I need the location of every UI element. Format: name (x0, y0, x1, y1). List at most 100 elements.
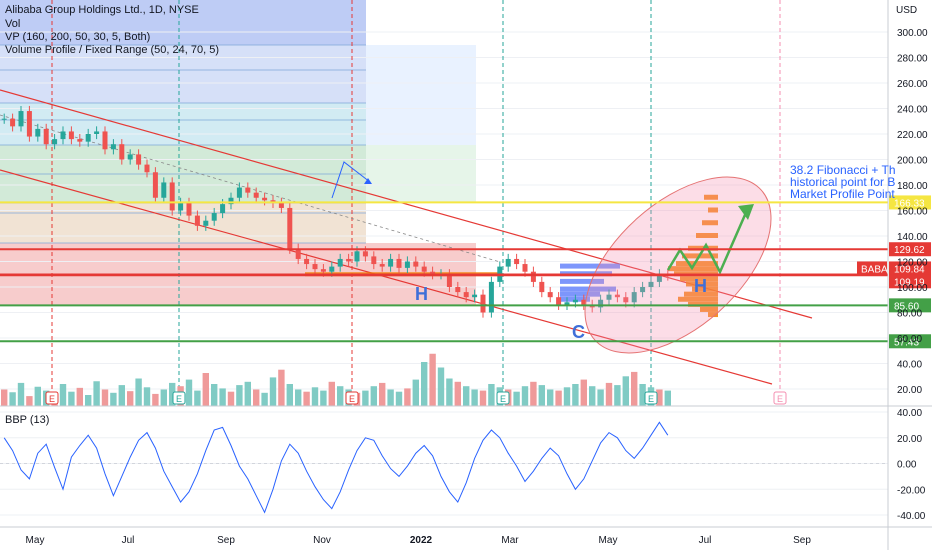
volume-bar (34, 386, 41, 406)
volume-bar (253, 389, 260, 406)
volume-profile-bar (676, 261, 718, 267)
volume-bar (261, 392, 268, 406)
volume-bar (85, 395, 92, 406)
volume-bar (622, 376, 629, 406)
price-level-value: 129.62 (894, 245, 925, 256)
volume-bar (194, 390, 201, 406)
candle-body (262, 197, 268, 201)
volume-bar (337, 386, 344, 406)
forecast-arrow[interactable] (331, 161, 371, 199)
earnings-marker[interactable] (45, 391, 59, 405)
y-tick-label: 280.00 (897, 54, 928, 65)
earnings-marker[interactable] (172, 391, 186, 405)
volume-profile-bar (686, 281, 718, 287)
volume-bar (9, 392, 16, 406)
candle-body (354, 251, 360, 262)
candle-body (295, 248, 301, 259)
bbp-line[interactable] (3, 421, 669, 514)
projection-path[interactable] (666, 207, 750, 275)
volume-bar (118, 385, 125, 406)
highlight-ellipse[interactable] (553, 144, 802, 386)
currency-label: USD (896, 5, 917, 16)
volume-bar (631, 371, 638, 406)
annotation-line-1: 38.2 Fibonacci + Th (790, 163, 896, 177)
earnings-marker[interactable] (773, 391, 787, 405)
volume-profile-bar (678, 296, 718, 302)
candle-body (77, 139, 83, 142)
candle-body (152, 172, 158, 198)
candle-body (312, 264, 318, 270)
fib-zone-blue (0, 45, 366, 103)
volume-bar (295, 389, 302, 406)
earnings-marker[interactable] (496, 391, 510, 405)
volume-bar (1, 389, 8, 406)
earnings-marker[interactable] (345, 391, 359, 405)
volume-bar (412, 379, 419, 406)
volume-bar (244, 381, 251, 406)
earnings-marker[interactable] (644, 391, 658, 405)
volume-bar (471, 389, 478, 406)
indicator-volume-label[interactable]: Vol (5, 18, 21, 30)
candle-body (413, 261, 419, 267)
annotation-line-3: Market Profile Point (790, 187, 895, 201)
candle-body (362, 251, 368, 257)
indicator-fixed-range-label[interactable]: Volume Profile / Fixed Range (50, 24, 70… (5, 44, 220, 56)
x-tick-label: May (599, 535, 618, 546)
volume-bar (597, 389, 604, 406)
price-level-tag (889, 195, 931, 210)
volume-bar (580, 379, 587, 406)
earnings-marker-label: E (176, 394, 182, 404)
price-level-value: 57.43 (894, 337, 919, 348)
candle-body (18, 111, 24, 127)
y-tick-label: 120.00 (897, 258, 928, 269)
volume-bar (421, 362, 428, 406)
volume-bar (311, 387, 319, 406)
symbol-tag (857, 261, 887, 276)
volume-bar (202, 373, 209, 406)
volume-bar (227, 391, 235, 406)
candle-body (430, 271, 436, 275)
volume-bar (463, 386, 470, 406)
symbol-title[interactable]: Alibaba Group Holdings Ltd., 1D, NYSE (5, 4, 199, 16)
y-tick-label: 300.00 (897, 28, 928, 39)
candle-body (346, 258, 352, 262)
volume-bar (563, 387, 571, 406)
volume-bar (488, 384, 495, 406)
volume-bar (454, 381, 461, 406)
candle-body (253, 192, 259, 198)
candle-body (421, 266, 427, 272)
indicator-vp-label[interactable]: VP (160, 200, 50, 30, 5, Both) (5, 31, 151, 43)
bbp-tick-label: -40.00 (897, 511, 926, 522)
volume-bar (320, 390, 327, 406)
bbp-title[interactable]: BBP (13) (5, 414, 50, 426)
candle-body (614, 294, 620, 298)
volume-bar (169, 382, 176, 406)
volume-bar (278, 369, 285, 406)
candle-body (245, 187, 251, 193)
candle-body (564, 302, 570, 305)
candle-body (463, 292, 469, 298)
volume-bar (404, 388, 411, 406)
candle-body (228, 197, 234, 205)
volume-bar (17, 382, 25, 406)
candle-body (35, 128, 41, 137)
fib-zone-extended-green (366, 145, 476, 203)
volume-bar (639, 384, 646, 406)
volume-bar (236, 385, 243, 406)
volume-bar (437, 367, 445, 406)
y-tick-label: 220.00 (897, 130, 928, 141)
x-tick-label: Mar (501, 535, 519, 546)
price-level-value: 85.60 (894, 301, 919, 312)
candle-body (556, 297, 562, 305)
channel-lower-line[interactable] (0, 169, 773, 385)
channel-upper-line[interactable] (0, 89, 813, 319)
price-level-value: 166.33 (894, 198, 925, 209)
pattern-label-h-right: H (694, 276, 707, 296)
volume-bar (555, 390, 562, 406)
y-tick-label: 80.00 (897, 309, 922, 320)
volume-bar (303, 391, 310, 406)
candle-body (119, 144, 125, 160)
candle-body (404, 261, 410, 268)
pattern-label-c: C (572, 322, 585, 342)
